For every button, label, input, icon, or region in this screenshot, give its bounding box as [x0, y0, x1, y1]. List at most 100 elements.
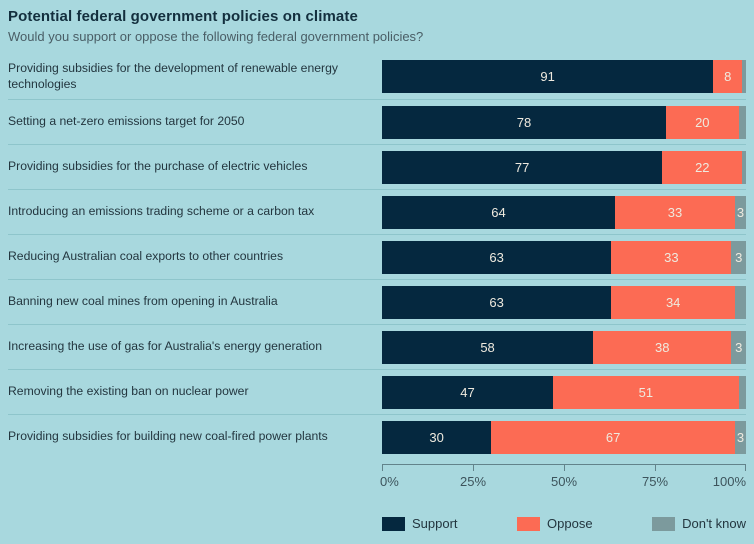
segment-dontknow — [738, 105, 746, 139]
bar: 63 34 — [382, 285, 746, 319]
oppose-value: 67 — [605, 429, 621, 445]
segment-oppose: 38 — [593, 330, 732, 364]
legend-item-oppose: Oppose — [517, 516, 593, 531]
segment-support: 64 — [382, 195, 615, 229]
x-axis-tick — [473, 464, 474, 471]
support-value: 47 — [460, 384, 475, 400]
bar: 77 22 — [382, 150, 746, 184]
chart-row: Setting a net-zero emissions target for … — [8, 99, 746, 144]
chart-row: Increasing the use of gas for Australia'… — [8, 324, 746, 369]
bar: 91 8 — [382, 60, 746, 93]
oppose-value: 33 — [667, 204, 683, 220]
segment-dontknow: 3 — [735, 420, 746, 454]
segment-support: 77 — [382, 150, 663, 184]
segment-dontknow: 3 — [735, 195, 746, 229]
support-value: 63 — [489, 294, 504, 310]
segment-oppose: 33 — [614, 195, 736, 229]
row-label: Introducing an emissions trading scheme … — [8, 204, 315, 219]
legend-label-support: Support — [412, 516, 458, 531]
x-axis-row: 0% 25% 50% 75% 100% — [8, 464, 746, 494]
row-label: Removing the existing ban on nuclear pow… — [8, 384, 249, 399]
row-label: Setting a net-zero emissions target for … — [8, 114, 245, 129]
x-axis-tick — [745, 464, 746, 471]
legend-row: Support Oppose Don't know — [8, 516, 746, 531]
segment-support: 78 — [382, 105, 666, 139]
support-value: 30 — [429, 429, 444, 445]
chart-row: Providing subsidies for the development … — [8, 54, 746, 99]
legend-label-dontknow: Don't know — [682, 516, 746, 531]
support-value: 78 — [516, 114, 532, 130]
segment-oppose: 34 — [611, 285, 736, 319]
row-label: Increasing the use of gas for Australia'… — [8, 339, 322, 354]
bar: 47 51 — [382, 375, 746, 409]
oppose-value: 34 — [665, 294, 681, 310]
segment-support: 91 — [382, 60, 714, 93]
segment-support: 30 — [382, 420, 492, 454]
legend-spacer — [8, 516, 382, 531]
support-value: 63 — [489, 249, 504, 265]
chart-row: Banning new coal mines from opening in A… — [8, 279, 746, 324]
x-axis-tick — [382, 464, 383, 471]
segment-oppose: 67 — [491, 420, 736, 454]
segment-oppose: 51 — [553, 375, 739, 409]
chart-row: Providing subsidies for building new coa… — [8, 414, 746, 459]
x-axis-tick-label: 25% — [459, 474, 487, 489]
oppose-value: 33 — [664, 249, 679, 265]
oppose-value: 22 — [695, 159, 710, 175]
segment-support: 58 — [382, 330, 594, 364]
x-axis-tick — [564, 464, 565, 471]
x-axis-tick-label: 50% — [550, 474, 578, 489]
segment-support: 63 — [382, 285, 612, 319]
support-value: 64 — [491, 204, 506, 220]
row-label: Banning new coal mines from opening in A… — [8, 294, 278, 309]
bar: 78 20 — [382, 105, 746, 139]
oppose-value: 51 — [638, 384, 654, 400]
chart-row: Reducing Australian coal exports to othe… — [8, 234, 746, 279]
segment-oppose: 20 — [665, 105, 739, 139]
chart-subtitle: Would you support or oppose the followin… — [8, 29, 424, 44]
row-label: Reducing Australian coal exports to othe… — [8, 249, 284, 264]
segment-dontknow: 3 — [731, 240, 746, 274]
chart-rows: Providing subsidies for the development … — [8, 54, 746, 459]
dont-know-value: 3 — [736, 204, 745, 220]
axis-spacer — [8, 464, 382, 494]
legend-item-support: Support — [382, 516, 458, 531]
segment-dontknow: 3 — [731, 330, 746, 364]
row-label: Providing subsidies for the development … — [8, 61, 338, 91]
x-axis-tick-label: 100% — [712, 474, 746, 489]
bar: 30 67 3 — [382, 420, 746, 454]
chart-row: Providing subsidies for the purchase of … — [8, 144, 746, 189]
oppose-value: 8 — [724, 69, 732, 84]
bar: 58 38 3 — [382, 330, 746, 364]
chart-row: Introducing an emissions trading scheme … — [8, 189, 746, 234]
chart-title: Potential federal government policies on… — [8, 8, 358, 25]
segment-dontknow — [742, 60, 746, 93]
dont-know-swatch — [652, 516, 676, 531]
dont-know-value: 3 — [736, 429, 745, 445]
chart-row: Removing the existing ban on nuclear pow… — [8, 369, 746, 414]
segment-oppose: 22 — [662, 150, 743, 184]
segment-support: 63 — [382, 240, 612, 274]
segment-dontknow — [742, 150, 746, 184]
support-swatch — [382, 516, 405, 531]
x-axis-tick-label: 75% — [641, 474, 669, 489]
segment-dontknow — [738, 375, 746, 409]
bar: 64 33 3 — [382, 195, 746, 229]
segment-dontknow — [735, 285, 746, 319]
segment-oppose: 8 — [713, 60, 743, 93]
legend: Support Oppose Don't know — [382, 516, 746, 531]
x-axis-tick-label: 0% — [380, 474, 399, 489]
stacked-bar-chart: Providing subsidies for the development … — [8, 54, 746, 531]
support-value: 77 — [514, 159, 530, 175]
row-label: Providing subsidies for building new coa… — [8, 429, 328, 444]
oppose-value: 38 — [655, 339, 670, 355]
x-axis-tick — [655, 464, 656, 471]
legend-label-oppose: Oppose — [547, 516, 593, 531]
segment-oppose: 33 — [611, 240, 732, 274]
legend-item-dontknow: Don't know — [652, 516, 746, 531]
support-value: 91 — [540, 69, 555, 84]
segment-support: 47 — [382, 375, 554, 409]
oppose-swatch — [517, 516, 541, 531]
support-value: 58 — [480, 339, 495, 355]
